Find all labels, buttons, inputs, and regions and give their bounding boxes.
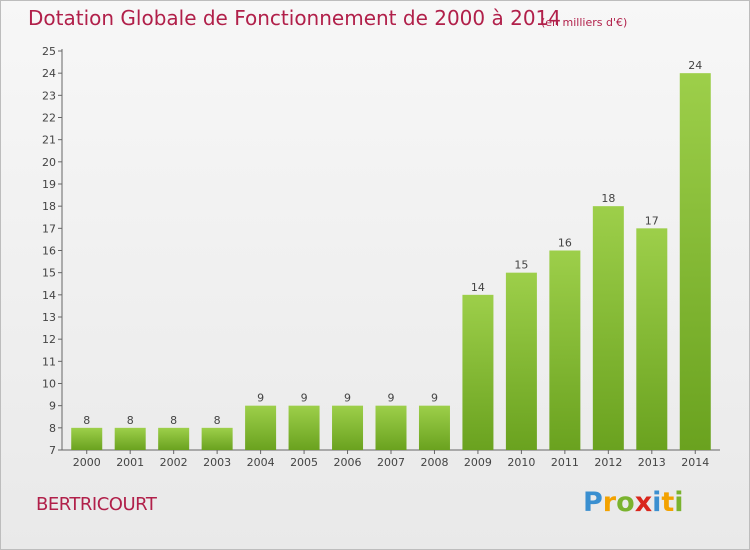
x-tick-label: 2005	[290, 456, 318, 469]
bar	[71, 427, 103, 450]
x-tick-label: 2012	[594, 456, 622, 469]
logo-letter: o	[616, 487, 635, 518]
y-tick-label: 16	[42, 245, 56, 258]
y-tick-label: 22	[42, 112, 56, 125]
x-tick-label: 2008	[420, 456, 448, 469]
bar	[332, 405, 364, 450]
x-tick-label: 2010	[507, 456, 535, 469]
data-label: 8	[83, 414, 90, 427]
y-tick-label: 17	[42, 222, 56, 235]
y-tick-label: 20	[42, 156, 56, 169]
bars	[71, 73, 711, 451]
x-tick-label: 2003	[203, 456, 231, 469]
bar	[418, 405, 450, 450]
bar	[288, 405, 320, 450]
data-label: 15	[514, 259, 528, 272]
y-tick-label: 14	[42, 289, 56, 302]
logo-letter: r	[602, 487, 617, 518]
y-tick-label: 7	[49, 444, 56, 457]
logo-letter: P	[583, 487, 603, 518]
y-tick-label: 25	[42, 45, 56, 58]
data-label: 8	[127, 414, 134, 427]
bar	[462, 294, 494, 450]
bar	[245, 405, 277, 450]
data-label: 9	[344, 392, 351, 405]
chart-subtitle: (en milliers d'€)	[541, 16, 628, 29]
data-label: 8	[214, 414, 221, 427]
data-label: 24	[688, 59, 702, 72]
bar	[375, 405, 407, 450]
x-tick-label: 2007	[377, 456, 405, 469]
logo-letter: i	[652, 487, 662, 518]
logo-letter: x	[634, 487, 653, 518]
y-tick-label: 9	[49, 400, 56, 413]
data-label: 9	[257, 392, 264, 405]
bar	[114, 427, 146, 450]
y-tick-label: 21	[42, 134, 56, 147]
x-tick-label: 2006	[334, 456, 362, 469]
y-tick-label: 8	[49, 422, 56, 435]
bar	[549, 250, 581, 450]
x-tick-label: 2000	[73, 456, 101, 469]
data-label: 18	[601, 192, 615, 205]
x-tick-label: 2004	[247, 456, 275, 469]
bar	[201, 427, 233, 450]
y-tick-label: 24	[42, 67, 56, 80]
x-tick-label: 2001	[116, 456, 144, 469]
data-label: 8	[170, 414, 177, 427]
data-labels: 8 8 8 8 9 9 9 9 9 14 15 16 18 17 24	[83, 59, 702, 427]
y-tick-label: 11	[42, 355, 56, 368]
x-tick-label: 2009	[464, 456, 492, 469]
logo-letter: t	[661, 487, 675, 518]
bar	[158, 427, 190, 450]
y-tick-label: 13	[42, 311, 56, 324]
bar	[679, 73, 711, 451]
x-tick-label: 2011	[551, 456, 579, 469]
proxiti-logo: Proxiti	[583, 487, 684, 518]
data-label: 9	[431, 392, 438, 405]
commune-name: BERTRICOURT	[36, 494, 157, 515]
y-tick-label: 19	[42, 178, 56, 191]
chart-title: Dotation Globale de Fonctionnement de 20…	[28, 6, 561, 30]
y-tick-label: 23	[42, 89, 56, 102]
x-tick-label: 2014	[681, 456, 709, 469]
data-label: 16	[558, 237, 572, 250]
y-tick-label: 18	[42, 200, 56, 213]
data-label: 9	[388, 392, 395, 405]
y-tick-label: 10	[42, 378, 56, 391]
bar	[505, 272, 537, 450]
bar	[592, 206, 624, 450]
data-label: 9	[301, 392, 308, 405]
data-label: 17	[645, 214, 659, 227]
y-tick-label: 12	[42, 333, 56, 346]
bar	[636, 228, 668, 450]
data-label: 14	[471, 281, 485, 294]
y-tick-label: 15	[42, 267, 56, 280]
logo-letter: i	[674, 487, 684, 518]
x-tick-label: 2002	[160, 456, 188, 469]
x-tick-label: 2013	[638, 456, 666, 469]
